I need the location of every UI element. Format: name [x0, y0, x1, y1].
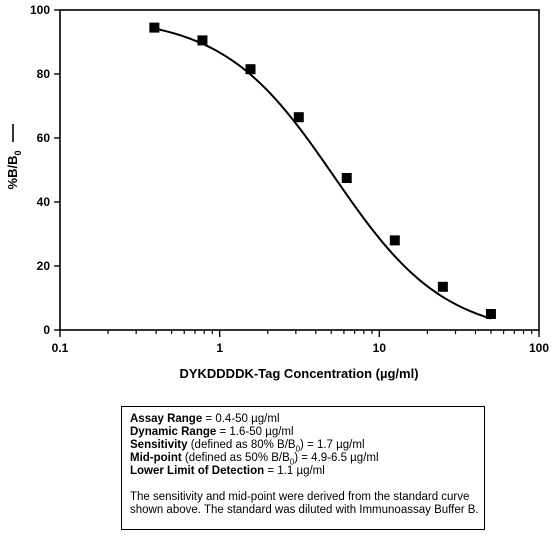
fit-curve-line: [154, 27, 492, 320]
x-tick-label: 100: [529, 341, 549, 355]
data-point: [437, 281, 448, 292]
x-tick-label: 0.1: [52, 341, 69, 355]
data-point: [341, 173, 352, 183]
lld-line: Lower Limit of Detection = 1.1 µg/ml: [130, 465, 325, 477]
assay-range-line: Assay Range = 0.4-50 µg/ml: [130, 413, 280, 425]
data-point: [245, 64, 256, 75]
y-tick-label: 0: [43, 323, 50, 337]
assay-info-box: Assay Range = 0.4-50 µg/ml Dynamic Range…: [121, 406, 485, 530]
data-points: [149, 22, 496, 319]
standard-curve-chart: 0.1 1 10 100 0 20 40 60 80 100 DYKDDDDK-Tag Conc…: [5, 3, 549, 381]
note-line-2: shown above. The standard was diluted wi…: [130, 504, 479, 516]
y-axis-title-group: %B/B0: [5, 124, 23, 189]
data-point: [197, 35, 208, 46]
x-axis-title: DYKDDDDK-Tag Concentration (µg/ml): [179, 366, 418, 381]
midpoint-line: Mid-point (defined as 50% B/B0) = 4.9-6.…: [130, 452, 379, 467]
y-tick-label: 60: [37, 131, 51, 145]
dynamic-range-line: Dynamic Range = 1.6-50 µg/ml: [130, 426, 294, 438]
data-point: [149, 22, 160, 33]
y-axis-title: %B/B0: [5, 151, 23, 190]
y-tick-label: 20: [37, 259, 51, 273]
sensitivity-line: Sensitivity (defined as 80% B/B0) = 1.7 …: [130, 439, 365, 454]
y-tick-label: 100: [30, 3, 50, 17]
data-point: [293, 112, 304, 123]
data-point: [389, 235, 400, 246]
x-tick-label: 10: [373, 341, 387, 355]
data-point: [485, 309, 496, 319]
plot-frame: [59, 9, 540, 331]
note-text: The sensitivity and mid-point were deriv…: [130, 491, 479, 517]
y-tick-label: 80: [37, 67, 51, 81]
y-tick-label: 40: [37, 195, 51, 209]
y-axis: 0 20 40 60 80 100: [30, 3, 60, 337]
note-line-1: The sensitivity and mid-point were deriv…: [130, 491, 470, 503]
x-tick-label: 1: [216, 341, 223, 355]
x-axis: 0.1 1 10 100: [52, 330, 549, 355]
